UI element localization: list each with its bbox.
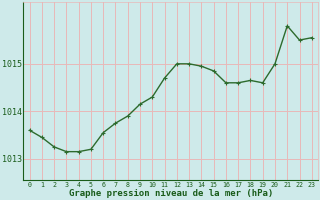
X-axis label: Graphe pression niveau de la mer (hPa): Graphe pression niveau de la mer (hPa): [68, 189, 273, 198]
